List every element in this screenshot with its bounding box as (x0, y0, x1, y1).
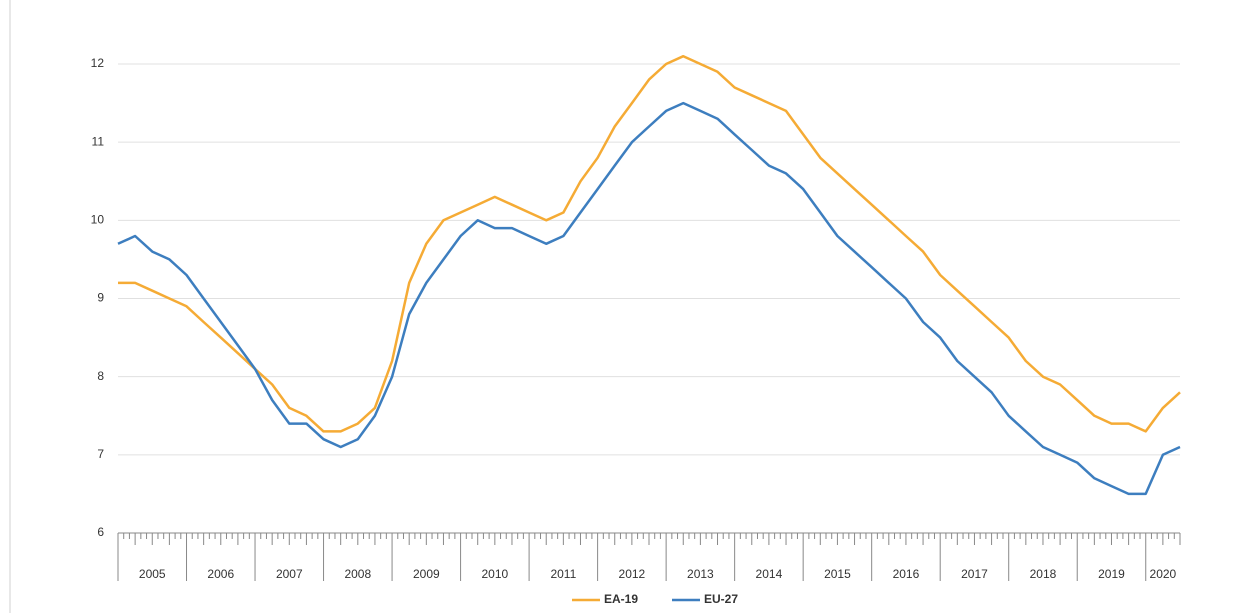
x-tick-label: 2015 (824, 567, 851, 581)
legend-label: EA-19 (604, 592, 638, 606)
x-tick-label: 2011 (550, 567, 576, 581)
x-tick-label: 2006 (207, 567, 234, 581)
x-tick-label: 2005 (139, 567, 166, 581)
x-tick-label: 2018 (1030, 567, 1057, 581)
legend-label: EU-27 (704, 592, 738, 606)
y-tick-label: 12 (91, 56, 105, 70)
x-tick-label: 2007 (276, 567, 303, 581)
y-tick-label: 8 (97, 369, 104, 383)
y-tick-label: 7 (97, 447, 104, 461)
x-tick-label: 2009 (413, 567, 440, 581)
series-line (118, 54, 1181, 433)
y-tick-label: 10 (91, 213, 105, 227)
y-tick-label: 9 (97, 291, 104, 305)
y-tick-label: 6 (97, 525, 104, 539)
y-tick-label: 11 (92, 134, 105, 148)
x-tick-label: 2017 (961, 567, 988, 581)
x-tick-label: 2010 (481, 567, 508, 581)
x-tick-label: 2014 (756, 567, 783, 581)
x-tick-label: 2008 (344, 567, 371, 581)
x-tick-label: 2020 (1150, 567, 1177, 581)
x-tick-label: 2019 (1098, 567, 1125, 581)
series-line (117, 101, 1181, 496)
x-tick-label: 2016 (893, 567, 920, 581)
x-tick-label: 2012 (619, 567, 646, 581)
x-tick-label: 2013 (687, 567, 714, 581)
